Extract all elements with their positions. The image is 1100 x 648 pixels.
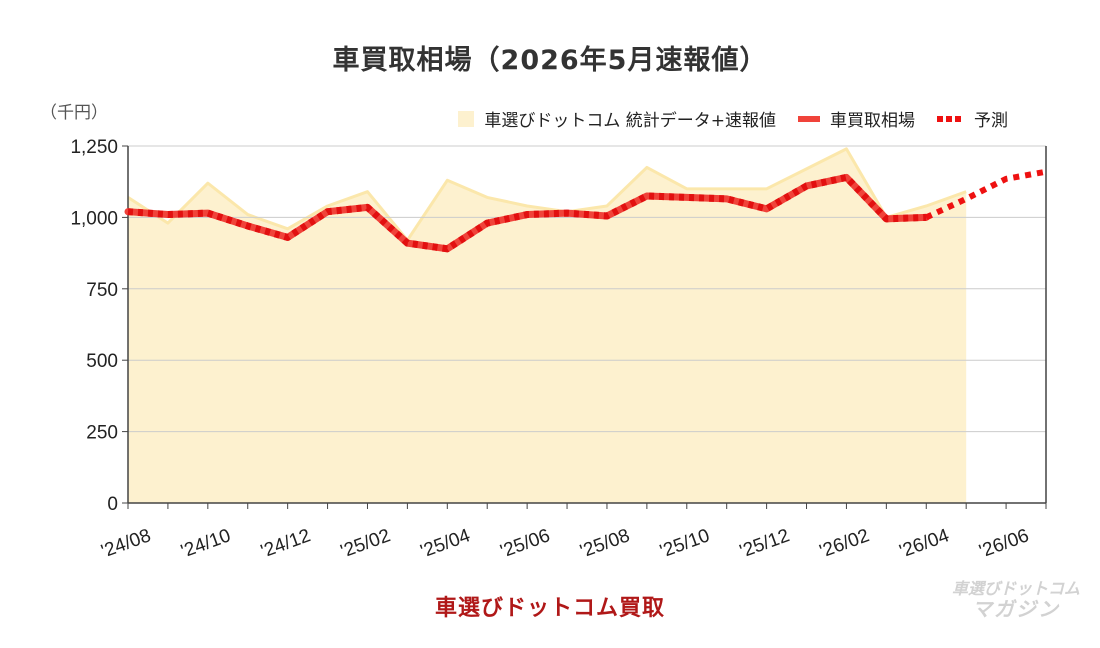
- legend-item-forecast: 予測: [937, 106, 1008, 131]
- x-tick-label: '24/10: [178, 525, 233, 562]
- area-stats-fill: [128, 148, 967, 503]
- x-tick-label: '25/12: [737, 525, 792, 562]
- x-tick-label: '25/10: [657, 525, 712, 562]
- y-tick-label: 500: [86, 351, 118, 372]
- x-tick-label: '24/12: [258, 525, 313, 562]
- legend-area-swatch: [458, 110, 475, 127]
- area-stats-edge: [127, 147, 967, 242]
- legend: 車選びドットコム 統計データ+速報値 車買取相場 予測: [436, 106, 1008, 131]
- watermark-logo: 車選びドットコム マガジン: [946, 580, 1086, 620]
- forecast-line: [924, 168, 1047, 221]
- legend-line-swatch: [798, 115, 820, 122]
- y-tick-label: 250: [86, 423, 118, 444]
- watermark-line1: 車選びドットコム: [951, 579, 1080, 598]
- legend-item-stats: 車選びドットコム 統計データ+速報値: [458, 106, 776, 131]
- x-tick-label: '26/02: [817, 525, 872, 562]
- chart-title: 車買取相場（2026年5月速報値）: [332, 45, 768, 76]
- y-tick-label: 1,250: [70, 137, 118, 158]
- x-tick-label: '26/04: [897, 525, 953, 562]
- legend-label-forecast: 予測: [974, 111, 1008, 131]
- x-tick-label: '25/08: [577, 525, 632, 562]
- chart-source-label: 車選びドットコム買取: [434, 596, 665, 621]
- x-tick-label: '25/06: [498, 525, 553, 562]
- x-tick-label: '26/06: [977, 525, 1032, 562]
- legend-label-stats: 車選びドットコム 統計データ+速報値: [484, 111, 776, 131]
- legend-dotted-swatch: [937, 115, 964, 122]
- x-tick-label: '24/08: [98, 525, 153, 562]
- x-tick-label: '25/04: [418, 525, 474, 562]
- y-tick-label: 750: [86, 280, 118, 301]
- legend-item-market: 車買取相場: [798, 106, 915, 131]
- x-tick-label: '25/02: [338, 525, 393, 562]
- y-tick-label: 1,000: [70, 208, 118, 229]
- y-axis-unit-label: （千円）: [40, 103, 108, 123]
- watermark-line2: マガジン: [972, 596, 1060, 621]
- legend-label-market: 車買取相場: [830, 111, 915, 131]
- market-line-texture: [127, 173, 927, 253]
- y-tick-label: 0: [107, 494, 118, 515]
